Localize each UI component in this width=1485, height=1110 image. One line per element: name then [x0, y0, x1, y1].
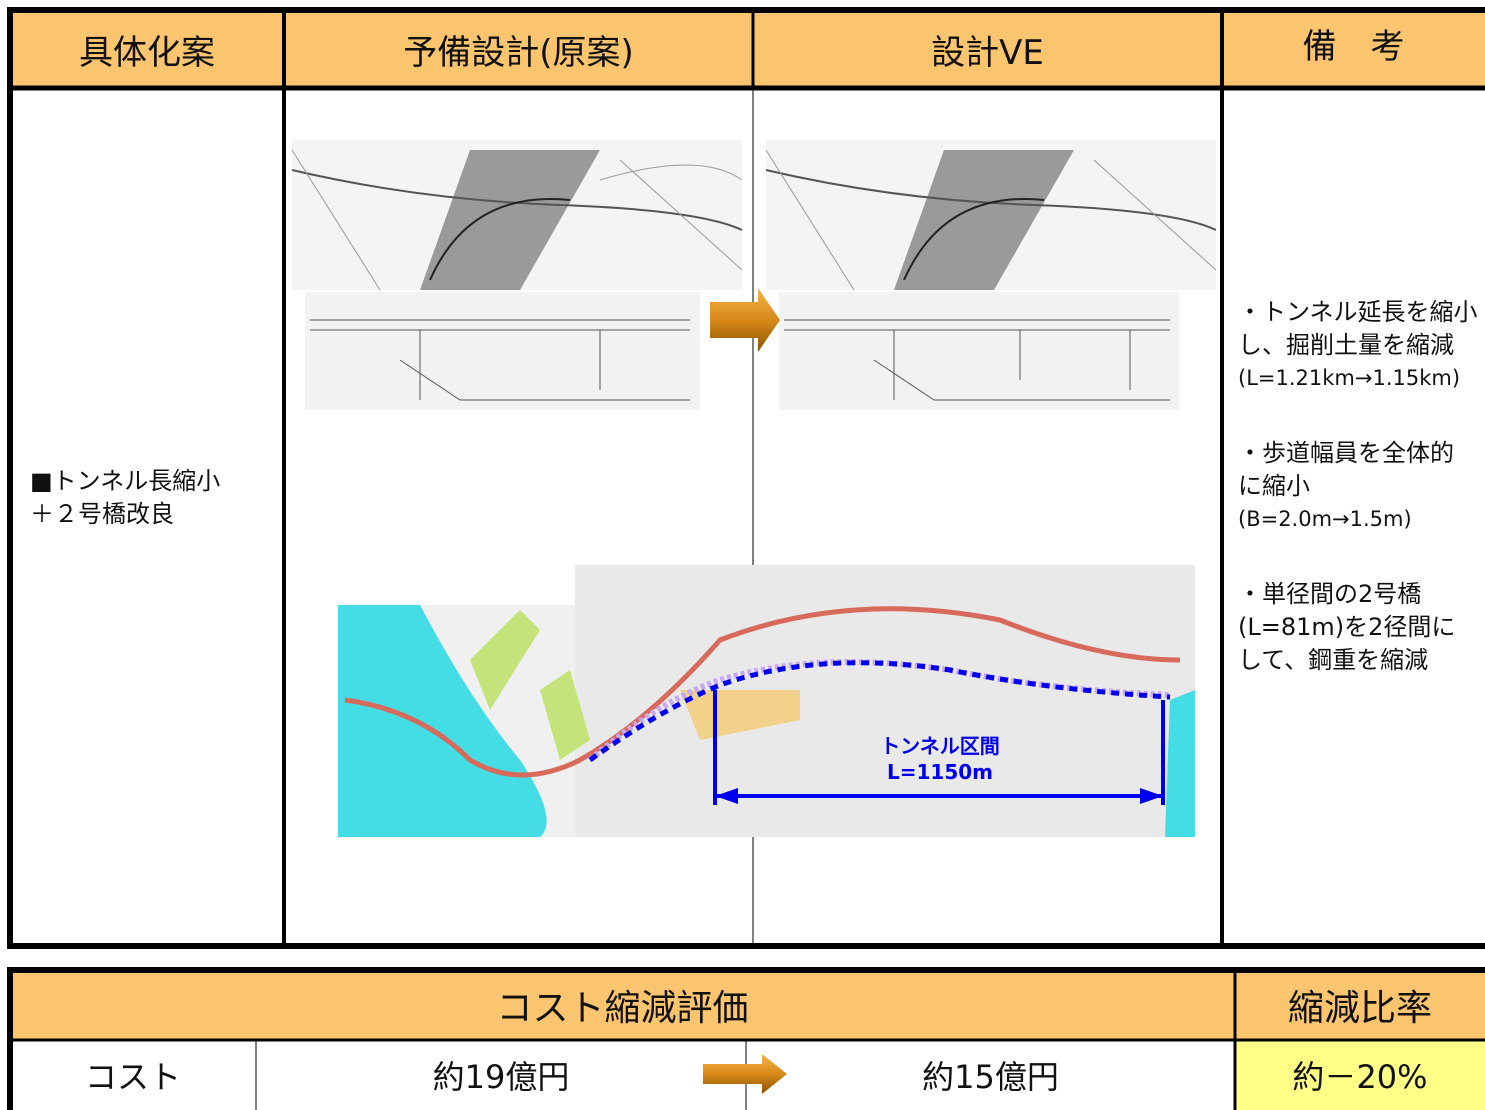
- text-line: ・単径間の2号橋: [1238, 580, 1422, 608]
- remark: ・歩道幅員を全体的 に縮小 (B=2.0m→1.5m): [1238, 437, 1485, 536]
- header-cell: 設計VE: [931, 32, 1044, 73]
- cost-header-bg: [10, 970, 1485, 1040]
- cost-header: コスト縮減評価: [496, 988, 749, 1029]
- remarks: ・トンネル延長を縮小 し、掘削土量を縮減 (L=1.21km→1.15km) ・歩道幅…: [1238, 296, 1485, 677]
- text-line: トンネル区間: [880, 734, 1000, 758]
- table-border: [7, 7, 1485, 949]
- remark: ・トンネル延長を縮小 し、掘削土量を縮減 (L=1.21km→1.15km): [1238, 296, 1485, 395]
- plan-drawing-ve: [765, 140, 1217, 291]
- cost-before: 約19億円: [432, 1058, 570, 1096]
- arrow-icon: [703, 1054, 787, 1094]
- profile-drawing-ve: [779, 292, 1179, 410]
- text-line: して、鋼重を縮減: [1238, 646, 1429, 674]
- plan-drawing: [291, 140, 743, 291]
- remark: ・単径間の2号橋 (L=81m)を2径間に して、鋼重を縮減: [1238, 578, 1485, 677]
- arrow-icon: [710, 288, 780, 352]
- text-line: L=1150m: [886, 760, 993, 784]
- cost-ratio: 約－20%: [1292, 1058, 1428, 1096]
- text-line: に縮小: [1238, 472, 1310, 500]
- ratio-bg: [1235, 1040, 1485, 1110]
- text-line: ・歩道幅員を全体的: [1238, 439, 1454, 467]
- header-cell: 具体化案: [79, 32, 215, 73]
- cost-label: コスト: [84, 1058, 181, 1096]
- map-label: トンネル区間 L=1150m: [860, 733, 1020, 785]
- proposal: ■トンネル長縮小 ＋２号橋改良: [30, 465, 220, 531]
- header-cell: 予備設計(原案): [403, 32, 634, 73]
- ratio-header: 縮減比率: [1287, 988, 1432, 1029]
- text-line: ■トンネル長縮小: [30, 467, 221, 495]
- header-cell: 備 考: [1302, 26, 1405, 67]
- cost-border: [7, 967, 1485, 1110]
- text-line: (L=81m)を2径間に: [1238, 613, 1456, 641]
- remark-note: (L=1.21km→1.15km): [1238, 366, 1461, 390]
- remark-note: (B=2.0m→1.5m): [1238, 507, 1412, 531]
- text-line: し、掘削土量を縮減: [1238, 331, 1454, 359]
- text-line: ＋２号橋改良: [30, 500, 174, 528]
- cost-after: 約15億円: [922, 1058, 1059, 1096]
- profile-drawing: [305, 292, 700, 410]
- header-bg: [10, 10, 1485, 88]
- text-line: ・トンネル延長を縮小: [1238, 298, 1478, 326]
- map: [338, 565, 1195, 837]
